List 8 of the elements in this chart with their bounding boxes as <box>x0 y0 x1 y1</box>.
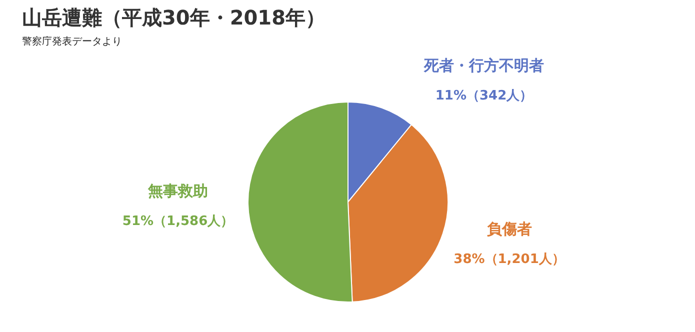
chart-subtitle: 警察庁発表データより <box>22 36 122 48</box>
data-label: 11%（342人） <box>435 88 533 104</box>
slice-label: 無事救助 <box>147 182 208 200</box>
data-label: 38%（1,201人） <box>454 252 565 268</box>
slice-label: 負傷者 <box>486 220 532 238</box>
slice-label: 死者・行方不明者 <box>423 56 544 75</box>
chart-title: 山岳遭難（平成30年・2018年） <box>22 6 326 30</box>
data-label: 51%（1,586人） <box>122 214 234 229</box>
